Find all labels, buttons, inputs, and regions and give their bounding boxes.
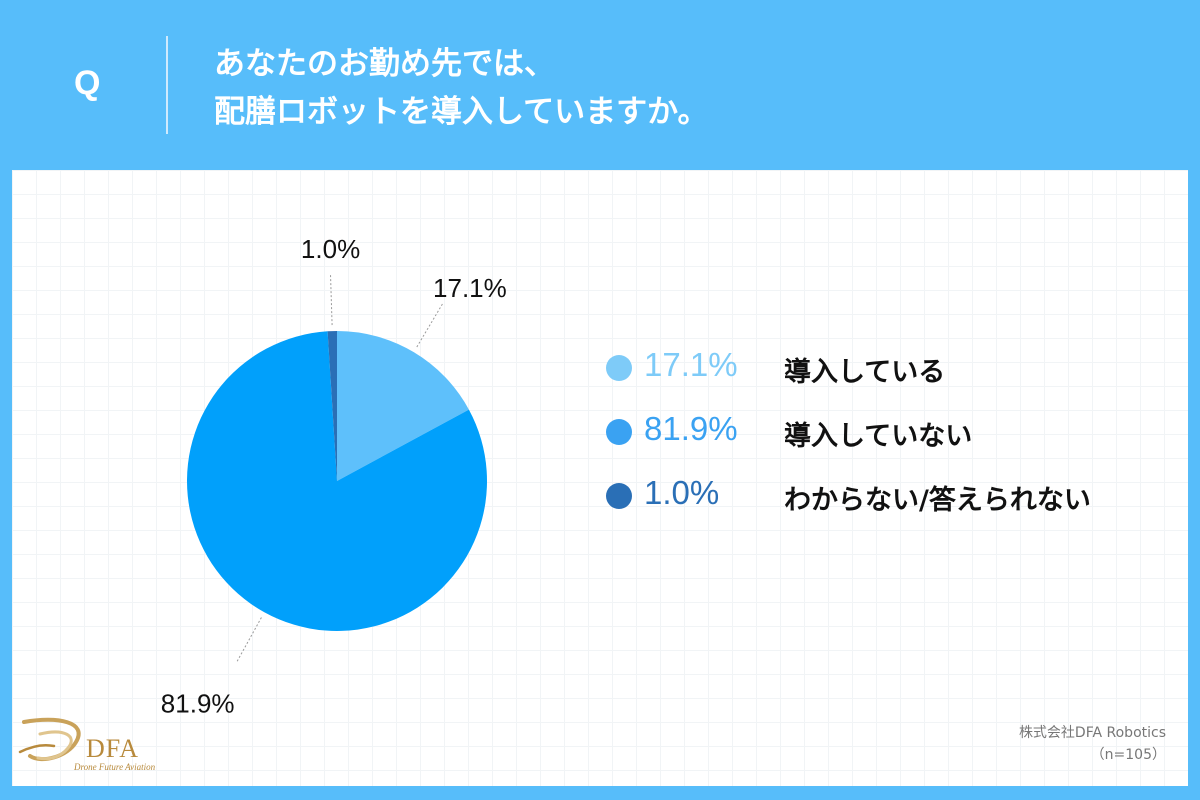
source-credit: 株式会社DFA Robotics （n=105） — [1019, 722, 1166, 766]
legend-value: 1.0% — [644, 474, 720, 511]
question-line-1: あなたのお勤め先では、 — [214, 46, 555, 82]
legend-label: 導入していない — [784, 421, 973, 452]
header-divider — [166, 36, 168, 134]
legend-marker — [606, 355, 632, 381]
question-line-2: 配膳ロボットを導入していますか。 — [214, 94, 709, 130]
chart-legend: 17.1% 導入している 81.9% 導入していない 1.0% わからない/答え… — [598, 346, 1158, 538]
legend-marker — [606, 483, 632, 509]
logo-subtext: Drone Future Aviation — [74, 762, 156, 772]
dfa-logo-icon — [18, 717, 81, 762]
leader-line — [235, 617, 262, 664]
slice-value-label: 1.0% — [301, 234, 360, 264]
leader-line — [329, 273, 333, 326]
q-mark: Q — [74, 64, 101, 102]
pie-slice — [337, 331, 469, 481]
slice-value-label: 81.9% — [161, 688, 235, 718]
company-name: 株式会社DFA Robotics — [1018, 725, 1166, 741]
legend-item: 81.9% 導入していない — [598, 410, 1158, 474]
question-header: Q あなたのお勤め先では、 配膳ロボットを導入していますか。 — [0, 0, 1200, 170]
logo-text: DFA — [86, 734, 140, 763]
legend-item: 17.1% 導入している — [598, 346, 1158, 410]
pie-slice — [327, 331, 337, 481]
legend-value: 81.9% — [644, 410, 738, 447]
question-text: あなたのお勤め先では、 配膳ロボットを導入していますか。 — [214, 40, 1174, 136]
legend-marker — [606, 419, 632, 445]
pie-slice — [187, 331, 488, 632]
legend-label: わからない/答えられない — [784, 485, 1091, 516]
legend-value: 17.1% — [644, 346, 738, 383]
leader-line — [416, 302, 444, 348]
sample-size: （n=105） — [1090, 747, 1166, 763]
legend-label: 導入している — [784, 357, 946, 388]
legend-item: 1.0% わからない/答えられない — [598, 474, 1158, 538]
slice-value-label: 17.1% — [433, 273, 507, 303]
